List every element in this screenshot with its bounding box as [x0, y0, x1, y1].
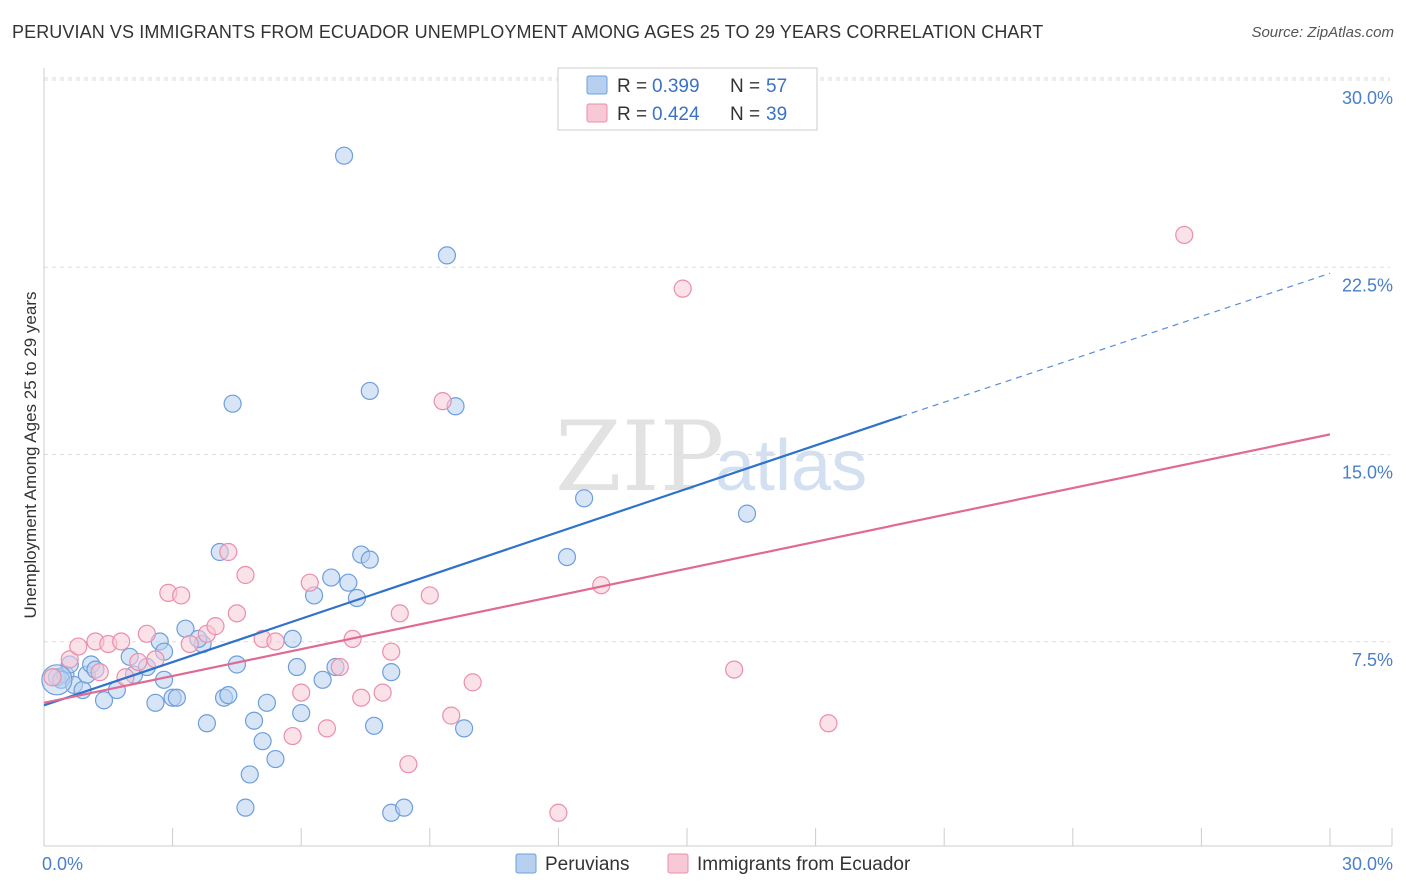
legend-n-label-peruvians: N = [730, 76, 760, 97]
ecuador-point-31 [399, 755, 418, 774]
peruvians-point-56 [575, 489, 594, 508]
chart-source: Source: ZipAtlas.com [1251, 24, 1394, 41]
peruvians-point-46 [334, 146, 354, 165]
y-tick-label-1: 15.0% [1342, 463, 1393, 483]
peruvians-point-9 [94, 691, 114, 710]
legend-n-value-peruvians: 57 [766, 76, 787, 97]
ecuador-point-21 [283, 726, 302, 746]
peruvians-trend-extension [901, 272, 1331, 418]
ecuador-point-39 [725, 660, 744, 679]
ecuador-point-22 [292, 683, 311, 702]
bottom-legend-peruvians: Peruvians [545, 854, 630, 875]
peruvians-point-23 [197, 714, 216, 733]
ecuador-point-35 [463, 673, 482, 692]
peruvians-point-51 [394, 798, 414, 817]
ecuador-point-23 [300, 573, 319, 592]
ecuador-point-25 [330, 657, 349, 677]
peruvians-point-37 [292, 703, 311, 723]
legend-swatch-ecuador [586, 103, 608, 123]
peruvians-point-50 [382, 663, 401, 682]
ecuador-point-24 [317, 719, 337, 738]
peruvians-point-45 [360, 550, 379, 569]
legend-n-label-ecuador: N = [730, 104, 760, 125]
ecuador-point-40 [819, 714, 838, 733]
legend-r-label-peruvians: R = [617, 76, 647, 97]
ecuador-point-29 [382, 642, 401, 661]
peruvians-point-54 [454, 719, 474, 738]
peruvians-point-47 [360, 381, 379, 401]
peruvians-point-57 [737, 504, 757, 523]
ecuador-point-34 [442, 706, 461, 725]
ecuador-point-38 [673, 279, 692, 298]
peruvians-point-39 [313, 670, 332, 689]
ecuador-point-13 [180, 634, 199, 654]
axes [43, 68, 1393, 847]
ecuador-points [43, 225, 1194, 822]
peruvians-point-31 [240, 765, 259, 784]
trend-lines [43, 272, 1331, 707]
peruvians-point-28 [244, 711, 264, 730]
peruvians-point-32 [253, 732, 272, 751]
peruvians-point-40 [322, 568, 341, 587]
peruvians-point-36 [287, 657, 307, 677]
ecuador-point-18 [236, 565, 255, 585]
legend-swatch-peruvians [586, 75, 608, 95]
bottom-legend-ecuador: Immigrants from Ecuador [697, 854, 911, 875]
ecuador-trend-line [43, 433, 1331, 704]
tick-labels: 7.5% 15.0% 22.5% 30.0% 0.0% 30.0% [42, 88, 1393, 874]
ecuador-point-15 [206, 617, 225, 636]
bottom-legend-swatch-ecuador [667, 853, 689, 874]
legend-r-value-ecuador: 0.424 [652, 104, 700, 125]
ecuador-point-27 [352, 688, 371, 707]
peruvians-trend-line [43, 415, 902, 707]
ecuador-point-8 [129, 652, 148, 672]
ecuador-point-16 [219, 542, 238, 562]
grid-lines [44, 77, 1390, 643]
x-tick-label-0: 0.0% [42, 854, 83, 874]
peruvians-point-42 [339, 573, 358, 592]
ecuador-point-0 [43, 668, 62, 687]
ecuador-point-17 [227, 604, 246, 623]
peruvians-point-26 [219, 686, 238, 705]
legend-r-value-peruvians: 0.399 [652, 76, 700, 97]
ecuador-point-20 [266, 632, 285, 651]
ecuador-point-1 [60, 650, 79, 669]
y-tick-label-3: 30.0% [1342, 88, 1393, 108]
peruvians-point-19 [167, 688, 186, 707]
peruvians-point-30 [236, 798, 255, 817]
legend-r-label-ecuador: R = [617, 104, 647, 125]
y-tick-label-2: 22.5% [1342, 275, 1393, 295]
y-axis-label: Unemployment Among Ages 25 to 29 years [21, 292, 40, 619]
ecuador-point-2 [69, 637, 88, 656]
ecuador-point-33 [433, 392, 452, 411]
ecuador-point-30 [390, 604, 409, 623]
ecuador-point-9 [137, 624, 156, 643]
peruvians-point-48 [364, 716, 384, 735]
peruvians-point-33 [257, 693, 277, 712]
peruvians-point-16 [146, 693, 165, 712]
peruvians-point-35 [283, 629, 302, 649]
peruvians-point-55 [557, 547, 577, 567]
x-tick-label-1: 30.0% [1342, 854, 1393, 874]
ecuador-point-32 [420, 586, 439, 605]
ecuador-point-6 [112, 632, 131, 651]
watermark-atlas: atlas [715, 426, 867, 506]
peruvians-point-29 [223, 394, 242, 413]
ecuador-point-28 [373, 683, 392, 702]
legend-n-value-ecuador: 39 [766, 104, 787, 125]
top-legend: R = 0.399 N = 57 R = 0.424 N = 39 [557, 67, 818, 131]
bottom-legend-swatch-peruvians [515, 853, 537, 874]
ecuador-point-12 [172, 586, 191, 605]
bottom-legend: Peruvians Immigrants from Ecuador [515, 853, 911, 875]
ecuador-point-36 [549, 803, 568, 822]
ecuador-point-4 [90, 663, 109, 682]
peruvians-point-34 [266, 749, 285, 769]
y-tick-label-0: 7.5% [1352, 650, 1393, 670]
peruvians-point-52 [437, 246, 457, 265]
peruvians-points [41, 146, 757, 822]
ecuador-point-41 [1175, 225, 1194, 245]
chart-title: PERUVIAN VS IMMIGRANTS FROM ECUADOR UNEM… [12, 22, 1044, 42]
